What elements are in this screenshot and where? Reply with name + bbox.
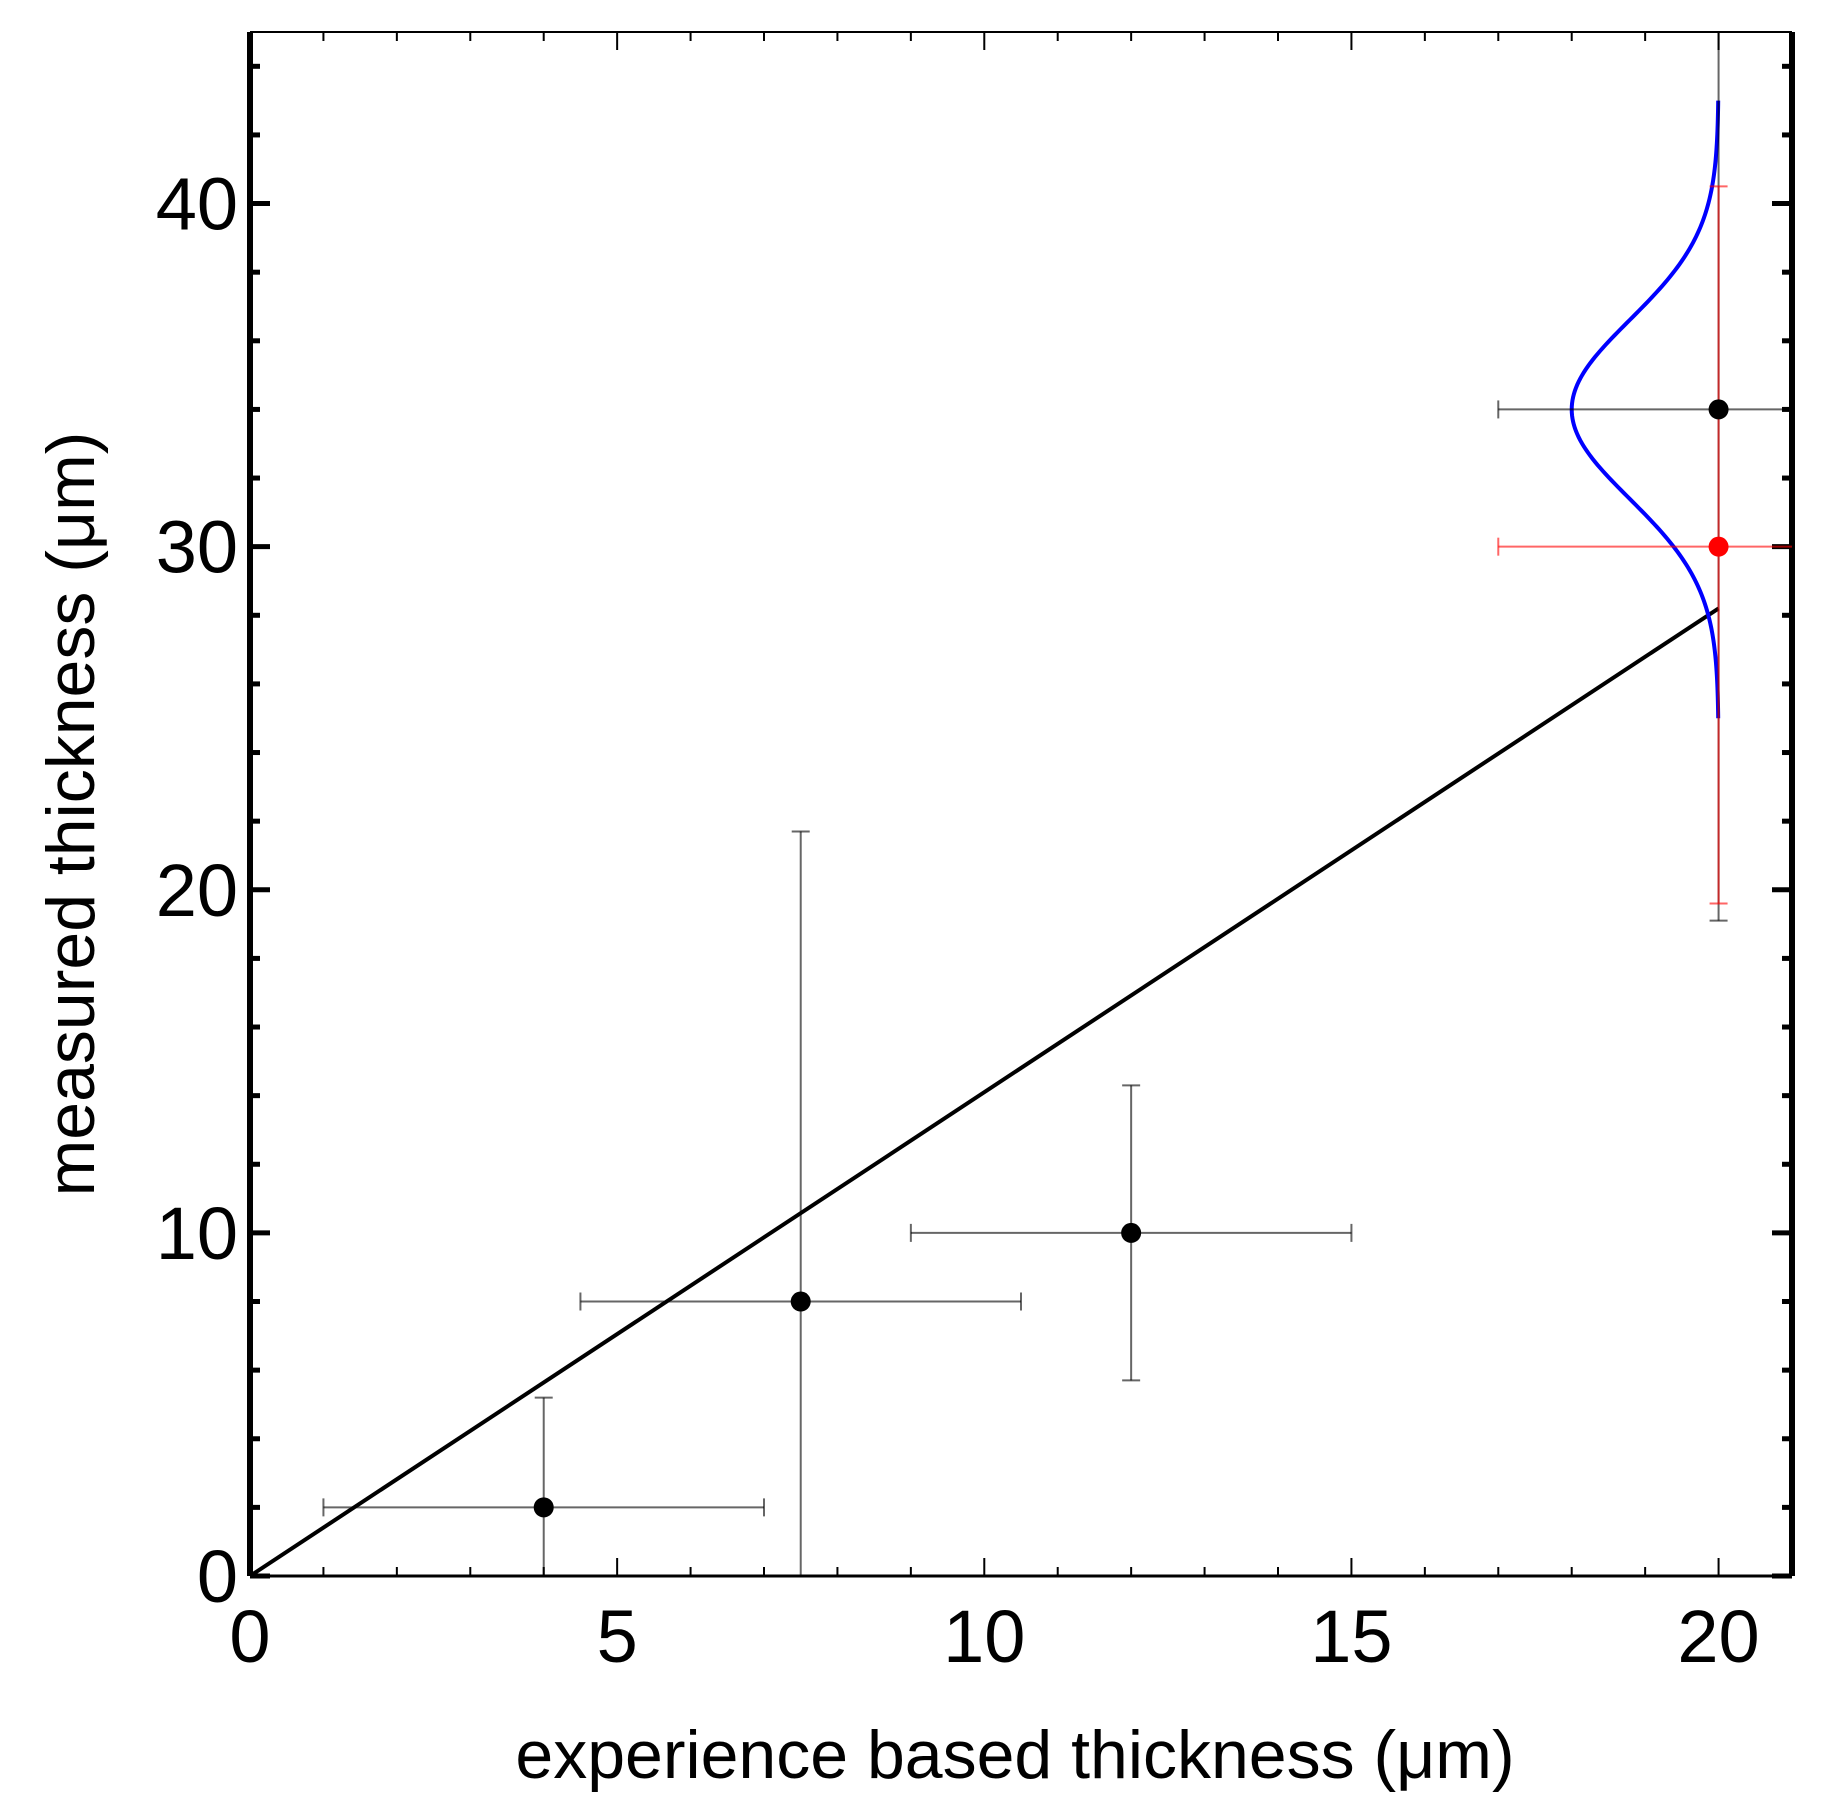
fit-line: [248, 606, 1720, 1578]
error-bars: [322, 32, 1792, 1576]
tick-labels: 0 5 10 15 20 0 10 20 30 40: [156, 163, 1760, 1678]
y-tick-label: 20: [156, 849, 238, 932]
y-tick-label: 0: [197, 1535, 238, 1618]
y-tick-label: 30: [156, 506, 238, 589]
data-point: [1121, 1222, 1142, 1243]
data-point: [790, 1291, 811, 1312]
fit-line-layer: [248, 606, 1720, 1578]
data-points: [533, 399, 1729, 1518]
plot-frame: [247, 31, 1795, 1578]
y-tick-label: 10: [156, 1192, 238, 1275]
data-point: [1708, 536, 1729, 557]
data-point: [533, 1497, 554, 1518]
x-tick-label: 15: [1310, 1595, 1392, 1678]
x-tick-label: 20: [1677, 1595, 1759, 1678]
x-axis-title: experience based thickness (μm): [515, 1717, 1514, 1793]
data-point: [1708, 399, 1729, 420]
y-tick-label: 40: [156, 163, 238, 246]
x-tick-label: 0: [229, 1595, 270, 1678]
x-tick-label: 10: [943, 1595, 1025, 1678]
x-tick-label: 5: [597, 1595, 638, 1678]
axis-ticks: [249, 32, 1793, 1579]
y-axis-title: measured thickness (μm): [33, 432, 109, 1197]
